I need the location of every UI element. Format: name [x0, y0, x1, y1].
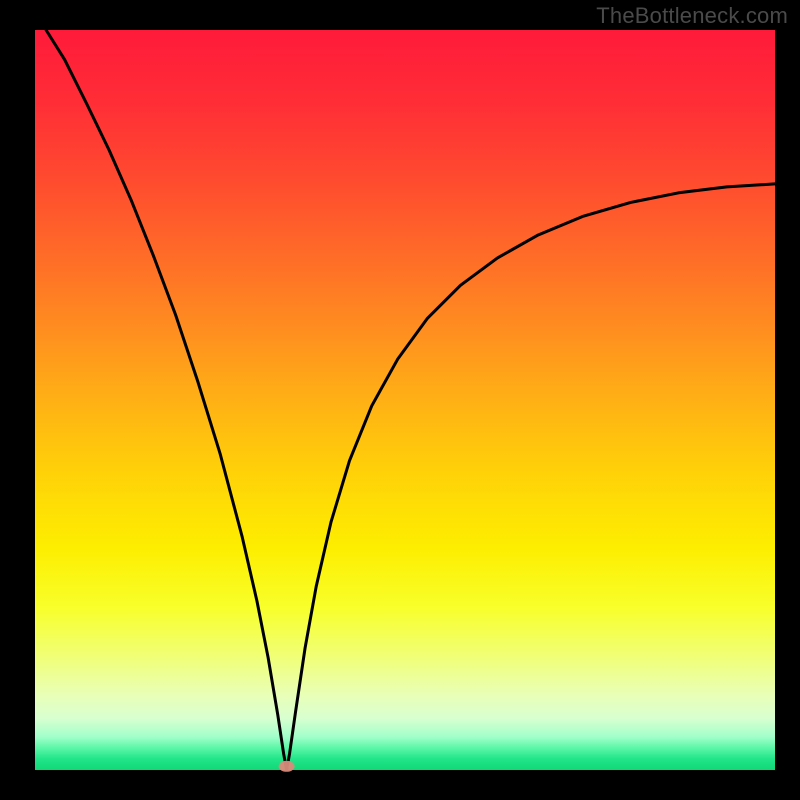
bottleneck-chart: [0, 0, 800, 800]
watermark-text: TheBottleneck.com: [596, 3, 788, 29]
plot-background: [35, 30, 775, 770]
vertex-marker: [279, 761, 295, 772]
